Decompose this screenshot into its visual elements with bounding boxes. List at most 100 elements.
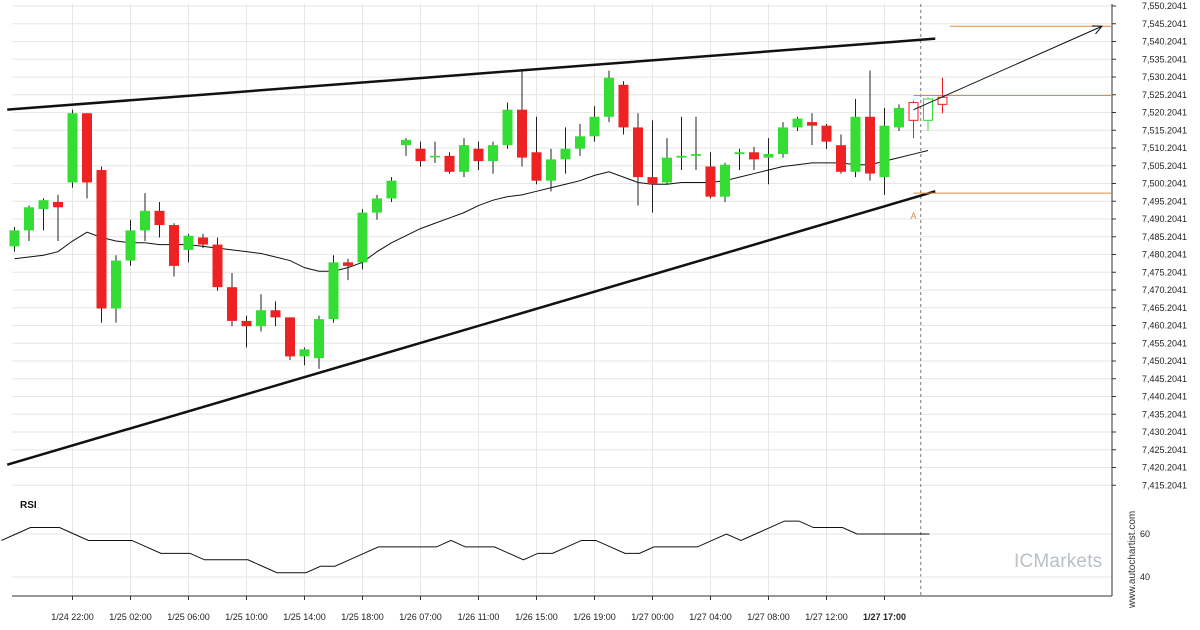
candle [24, 205, 34, 242]
candle-body [807, 122, 817, 126]
candle [792, 116, 803, 131]
candle [38, 198, 49, 231]
price-tick-label: 7,480.2041 [1142, 250, 1187, 260]
projection-arrow-line [913, 25, 1103, 111]
time-tick-label: 1/26 11:00 [458, 612, 500, 622]
price-tick-label: 7,430.2041 [1142, 427, 1187, 437]
candle-body [212, 244, 223, 288]
candle [241, 315, 252, 348]
price-axis-ticks: 7,550.2041 7,545.2041 7,540.2041 7,535.2041… [1112, 1, 1187, 490]
candle [357, 209, 368, 270]
candle-body [140, 210, 150, 231]
candle [749, 146, 759, 171]
price-tick-label: 7,425.2041 [1142, 445, 1187, 455]
candle-body [24, 207, 34, 231]
candle-body [401, 139, 411, 146]
candle-body [749, 152, 759, 160]
candle-body [328, 262, 339, 320]
candle-body [154, 210, 165, 226]
projected-candle-body [908, 102, 919, 121]
time-tick-label: 1/26 07:00 [399, 612, 442, 622]
time-tick-label: 1/27 04:00 [689, 612, 732, 622]
price-tick-label: 7,435.2041 [1142, 409, 1187, 419]
time-axis-ticks: 1/24 22:00 1/25 02:00 1/25 06:00 1/25 10:00… [51, 596, 906, 622]
candle [604, 70, 614, 123]
candle [459, 138, 469, 178]
candle [531, 116, 542, 185]
candle-body [604, 77, 614, 117]
price-tick-label: 7,490.2041 [1142, 214, 1187, 224]
candle-body [227, 287, 237, 321]
candle-body [691, 154, 701, 156]
candle-body [38, 200, 49, 210]
candle [662, 138, 672, 185]
price-tick-label: 7,415.2041 [1142, 480, 1187, 490]
candle [879, 107, 890, 195]
candle-body [488, 145, 498, 162]
candle [473, 141, 484, 171]
candle-body [256, 310, 266, 327]
candle-body [415, 148, 426, 162]
price-tick-label: 7,535.2041 [1142, 54, 1187, 64]
candle-body [183, 235, 194, 250]
candle-body [531, 152, 542, 181]
candle [517, 70, 527, 167]
candle-body [372, 198, 382, 213]
rsi-line [1, 520, 930, 574]
candle-body [386, 180, 397, 199]
candle-body [792, 118, 803, 128]
candle-body [285, 317, 295, 357]
price-tick-label: 7,470.2041 [1142, 285, 1187, 295]
candle-body [430, 155, 440, 158]
price-tick-label: 7,440.2041 [1142, 392, 1187, 402]
rsi-panel: RSI [1, 500, 930, 574]
candle-body [53, 201, 63, 208]
candle [198, 233, 208, 249]
candle [125, 219, 136, 266]
candle [894, 104, 904, 131]
candle [343, 258, 353, 281]
candle-body [836, 145, 846, 172]
candle-body [720, 164, 730, 197]
candle [212, 237, 223, 291]
candle [720, 162, 730, 202]
price-tick-label: 7,525.2041 [1142, 90, 1187, 100]
candle [169, 223, 179, 277]
candle-body [459, 145, 469, 172]
time-tick-label: 1/24 22:00 [51, 612, 94, 622]
candle-body [169, 225, 179, 266]
candle [618, 81, 629, 135]
candle-body [241, 320, 252, 327]
candle [633, 113, 643, 206]
candle-body [299, 349, 310, 357]
candle [285, 317, 295, 360]
candle-body [546, 159, 556, 181]
candle [401, 138, 411, 156]
time-tick-label: 1/27 08:00 [747, 612, 790, 622]
candle-body [314, 319, 324, 359]
candle [314, 315, 324, 369]
candle [575, 123, 585, 156]
candle-body [111, 260, 121, 309]
candle-body [879, 125, 890, 178]
rsi-label: RSI [20, 500, 37, 511]
candle [546, 148, 556, 192]
candle-body [894, 107, 904, 128]
candle [140, 193, 150, 242]
pattern-marker-label: A [910, 211, 916, 221]
price-tick-label: 7,505.2041 [1142, 161, 1187, 171]
rsi-grid: 60 40 [12, 529, 1150, 582]
time-tick-label: 1/26 19:00 [573, 612, 616, 622]
candle [183, 233, 194, 263]
candle [821, 123, 832, 149]
candle-body [734, 152, 745, 155]
price-tick-label: 7,495.2041 [1142, 196, 1187, 206]
price-tick-label: 7,460.2041 [1142, 321, 1187, 331]
candle-body [821, 125, 832, 142]
candle-body [502, 109, 513, 146]
price-tick-label: 7,540.2041 [1142, 37, 1187, 47]
candle-body [517, 109, 527, 158]
time-tick-label: 1/25 02:00 [109, 612, 152, 622]
price-tick-label: 7,455.2041 [1142, 338, 1187, 348]
candle [328, 255, 339, 323]
